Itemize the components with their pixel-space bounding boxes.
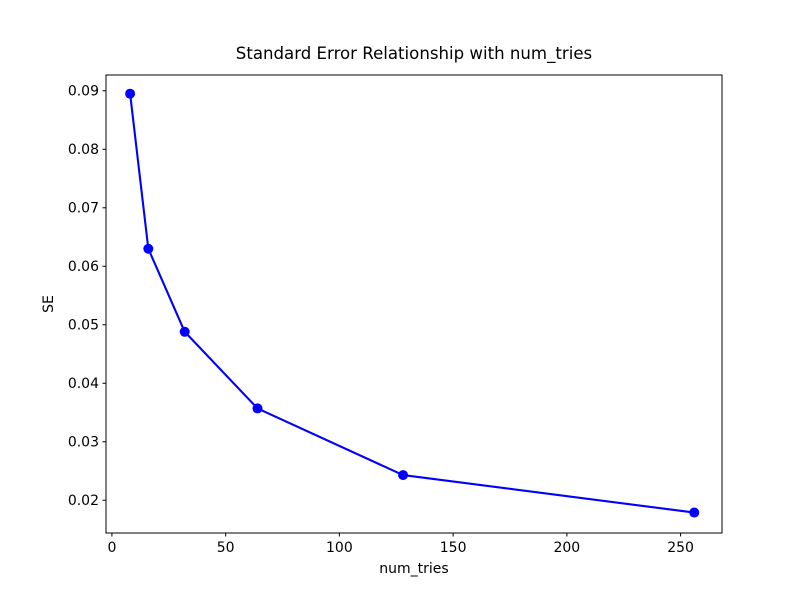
y-tick-label: 0.09 <box>68 84 99 100</box>
data-point-0 <box>125 88 136 99</box>
y-tick-label: 0.08 <box>68 142 99 158</box>
chart-title: Standard Error Relationship with num_tri… <box>235 44 593 63</box>
y-tick-label: 0.02 <box>68 493 99 509</box>
y-tick-label: 0.05 <box>68 318 99 334</box>
x-axis-label: num_tries <box>379 561 449 577</box>
data-point-1 <box>143 243 154 254</box>
data-point-5 <box>689 507 700 518</box>
plot-border <box>105 74 723 534</box>
data-point-4 <box>398 470 409 481</box>
y-axis-label: SE <box>41 295 57 313</box>
y-tick-label: 0.03 <box>68 435 99 451</box>
x-tick-label: 100 <box>326 540 353 556</box>
y-tick-label: 0.06 <box>68 259 99 275</box>
x-tick-label: 50 <box>217 540 235 556</box>
data-point-2 <box>179 326 190 337</box>
x-tick-label: 250 <box>667 540 694 556</box>
data-line <box>129 92 696 514</box>
x-tick-label: 150 <box>440 540 467 556</box>
y-tick-label: 0.04 <box>68 376 99 392</box>
x-tick-label: 0 <box>107 540 116 556</box>
x-tick-label: 200 <box>553 540 580 556</box>
data-point-3 <box>252 403 263 414</box>
y-tick-label: 0.07 <box>68 201 99 217</box>
